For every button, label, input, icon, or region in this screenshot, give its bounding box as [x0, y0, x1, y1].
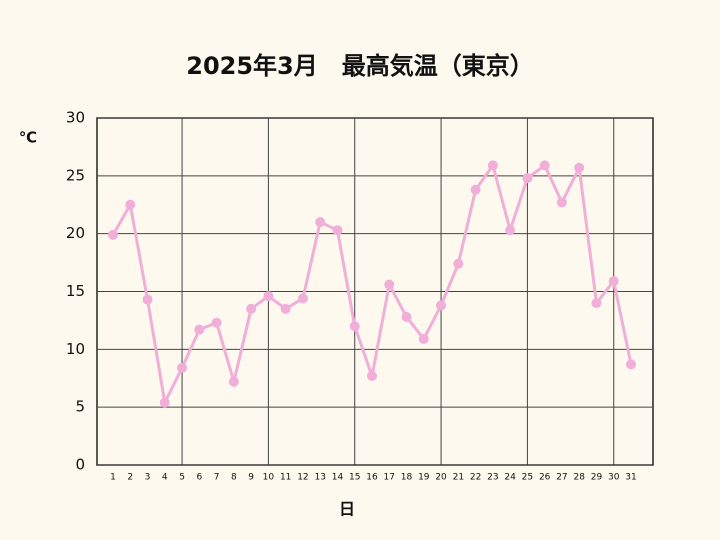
- x-tick-label: 22: [470, 473, 481, 483]
- x-tick-label: 26: [539, 473, 551, 483]
- y-tick-label: 15: [66, 282, 85, 300]
- x-tick-label: 20: [435, 473, 447, 483]
- point: [280, 303, 291, 314]
- y-tick-label: 0: [75, 456, 85, 474]
- point: [487, 160, 498, 171]
- x-tick-label: 17: [384, 473, 395, 483]
- x-tick-label: 28: [573, 473, 585, 483]
- y-tick-label: 5: [75, 398, 85, 416]
- x-tick-label: 2: [127, 473, 133, 483]
- x-tick-label: 10: [263, 473, 275, 483]
- point: [228, 376, 239, 387]
- x-tick-label: 25: [522, 473, 533, 483]
- x-tick-label: 3: [145, 473, 151, 483]
- point: [125, 199, 136, 210]
- x-tick-label: 30: [608, 473, 620, 483]
- y-tick-label: 20: [66, 224, 85, 242]
- x-tick-label: 1: [110, 473, 116, 483]
- point: [297, 293, 308, 304]
- chart-title: 2025年3月 最高気温（東京）: [186, 52, 534, 80]
- point: [177, 362, 188, 373]
- x-tick-label: 13: [314, 473, 325, 483]
- x-axis-label: 日: [339, 500, 355, 519]
- point: [194, 324, 205, 335]
- point: [556, 197, 567, 208]
- x-tick-label: 5: [179, 473, 185, 483]
- x-tick-label: 12: [297, 473, 308, 483]
- x-tick-label: 18: [401, 473, 413, 483]
- y-unit: ℃: [19, 129, 37, 147]
- point: [142, 294, 153, 305]
- x-tick-label: 31: [625, 473, 636, 483]
- point: [246, 303, 257, 314]
- x-tick-label: 4: [162, 473, 168, 483]
- point: [453, 258, 464, 269]
- point: [159, 397, 170, 408]
- point: [349, 321, 360, 332]
- x-tick-label: 27: [556, 473, 567, 483]
- x-tick-label: 21: [453, 473, 464, 483]
- point: [591, 298, 602, 309]
- point: [470, 184, 481, 195]
- point: [574, 162, 585, 173]
- point: [418, 333, 429, 344]
- point: [522, 173, 533, 184]
- point: [211, 317, 222, 328]
- x-tick-label: 8: [231, 473, 237, 483]
- point: [367, 370, 377, 381]
- y-tick-label: 30: [66, 109, 85, 127]
- y-tick-label: 25: [66, 166, 85, 184]
- point: [539, 160, 550, 171]
- point: [108, 229, 118, 240]
- point: [505, 225, 516, 236]
- x-tick-label: 29: [591, 473, 603, 483]
- x-tick-label: 11: [280, 473, 291, 483]
- x-tick-label: 16: [366, 473, 378, 483]
- x-tick-label: 15: [349, 473, 360, 483]
- point: [315, 217, 326, 228]
- point: [436, 300, 447, 311]
- point: [626, 359, 636, 370]
- x-tick-label: 7: [214, 473, 220, 483]
- point: [401, 311, 412, 322]
- point: [608, 276, 619, 287]
- point: [384, 279, 395, 290]
- point: [332, 225, 343, 236]
- x-tick-label: 24: [504, 473, 516, 483]
- x-tick-label: 6: [196, 473, 202, 483]
- x-tick-label: 19: [418, 473, 430, 483]
- x-tick-label: 14: [332, 473, 344, 483]
- point: [263, 291, 274, 302]
- x-tick-label: 9: [248, 473, 254, 483]
- x-tick-label: 23: [487, 473, 498, 483]
- y-tick-label: 10: [66, 340, 85, 358]
